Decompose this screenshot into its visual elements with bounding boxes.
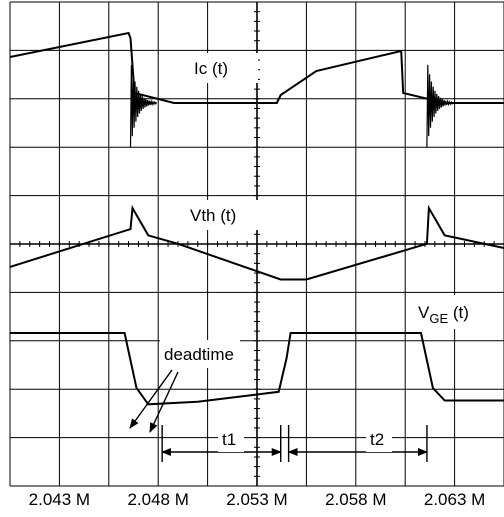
t2-label-bg bbox=[366, 428, 392, 452]
deadtime-arrow bbox=[149, 371, 179, 433]
x-tick-label: 2.043 M bbox=[29, 490, 90, 509]
trace-vge-t- bbox=[10, 332, 504, 406]
vge-label-bg bbox=[414, 295, 494, 329]
deadtime-label-bg bbox=[160, 340, 240, 368]
waveforms bbox=[9, 31, 504, 406]
ic-label-bg bbox=[186, 53, 258, 83]
vge-trace-label: VGE (t) bbox=[418, 303, 469, 326]
deadtime-arrow bbox=[129, 369, 173, 429]
x-axis-tick-labels: 2.043 M 2.048 M 2.053 M 2.058 M 2.063 M bbox=[29, 490, 486, 509]
x-tick-label: 2.048 M bbox=[127, 490, 188, 509]
vge-label-tail: (t) bbox=[448, 303, 469, 322]
deadtime-label: deadtime bbox=[164, 345, 234, 364]
vge-label-subscript: GE bbox=[429, 311, 448, 326]
ringing-burst bbox=[426, 64, 454, 148]
ic-trace-label: Ic (t) bbox=[194, 59, 228, 78]
trace-ic-t- bbox=[9, 31, 504, 104]
t1-label-bg bbox=[218, 428, 244, 452]
vge-label-main: V bbox=[418, 303, 430, 322]
t1-label: t1 bbox=[222, 430, 236, 449]
ringing-burst bbox=[129, 64, 158, 148]
x-tick-label: 2.063 M bbox=[424, 490, 485, 509]
grid bbox=[9, 1, 504, 487]
x-tick-label: 2.053 M bbox=[226, 490, 287, 509]
x-tick-label: 2.058 M bbox=[325, 490, 386, 509]
vth-label-bg bbox=[186, 200, 266, 230]
t2-label: t2 bbox=[370, 430, 384, 449]
vth-trace-label: Vth (t) bbox=[190, 206, 236, 225]
trace-vth-t- bbox=[9, 204, 504, 281]
